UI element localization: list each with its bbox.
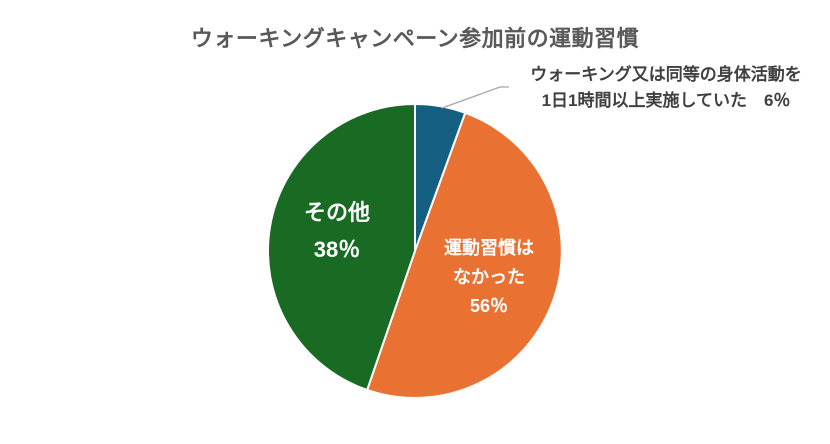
pie-slice-no-habit — [366, 111, 563, 399]
pie-slice-other — [267, 103, 416, 391]
callout-label-walking-line1: ウォーキング又は同等の身体活動を — [530, 65, 802, 84]
slice-label-other-percent: 38％ — [313, 237, 361, 262]
slice-label-no-habit: 運動習慣は なかった 56％ — [399, 234, 579, 321]
slice-label-no-habit-name-line1: 運動習慣は — [444, 238, 534, 258]
slice-label-other: その他 38％ — [247, 194, 427, 268]
slice-label-no-habit-percent: 56％ — [469, 296, 509, 316]
slice-label-no-habit-name-line2: なかった — [453, 267, 525, 287]
slice-label-other-name: その他 — [303, 200, 370, 225]
pie-slices — [267, 103, 563, 399]
callout-label-walking-line2: 1日1時間以上実施していた 6％ — [541, 91, 791, 110]
callout-label-walking: ウォーキング又は同等の身体活動を 1日1時間以上実施していた 6％ — [504, 62, 828, 114]
chart-title: ウォーキングキャンペーン参加前の運動習慣 — [190, 26, 640, 51]
callout-leader-line — [441, 86, 509, 109]
